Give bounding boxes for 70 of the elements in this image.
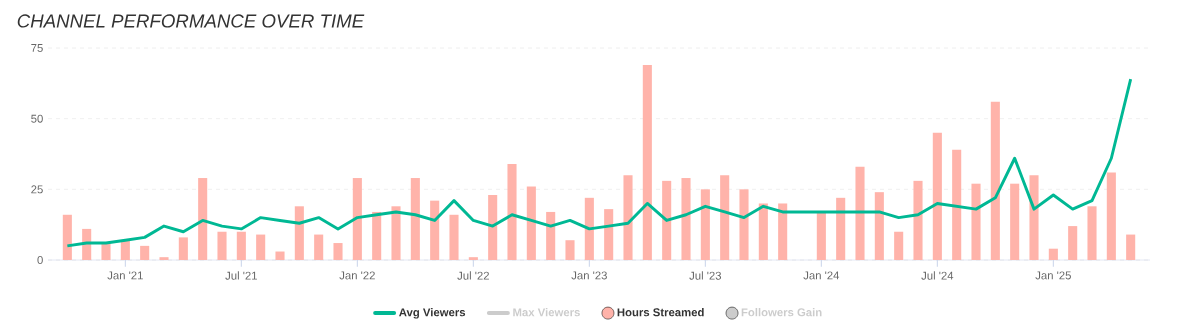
bar [990, 101, 1000, 260]
bar [468, 257, 478, 260]
bar [758, 203, 768, 260]
y-tick-label: 0 [37, 256, 43, 265]
y-tick-label: 50 [31, 114, 43, 123]
x-tick-label: Jan '24 [803, 271, 840, 280]
bar [1126, 234, 1136, 260]
bar [198, 178, 208, 260]
chart-title: CHANNEL PERFORMANCE OVER TIME [17, 14, 365, 28]
bar [372, 211, 382, 260]
bar [642, 64, 652, 260]
bar [952, 149, 962, 260]
bar [604, 209, 614, 260]
bar [739, 189, 749, 260]
bar [352, 178, 362, 260]
bar [488, 194, 498, 260]
x-tick-label: Jan '23 [571, 271, 607, 280]
bar [178, 237, 188, 260]
bar [217, 231, 227, 260]
bar [410, 178, 420, 260]
bar [294, 206, 304, 260]
bar [1010, 183, 1020, 260]
bar [236, 231, 246, 260]
bar [816, 211, 826, 260]
bar [1106, 172, 1116, 260]
bar [1087, 206, 1097, 260]
bar [449, 214, 459, 260]
bar [391, 206, 401, 260]
bar [662, 180, 672, 260]
legend-label: Hours Streamed [617, 307, 704, 317]
bar [1029, 175, 1039, 260]
bar [546, 211, 556, 260]
bar [681, 178, 691, 260]
bar [275, 251, 285, 260]
legend-label: Avg Viewers [399, 307, 466, 319]
bar [932, 132, 942, 260]
bar [430, 200, 440, 260]
bar [333, 243, 343, 260]
x-tick-label: Jan '22 [339, 271, 375, 280]
x-tick-label: Jul '23 [689, 271, 722, 280]
bar [584, 197, 594, 260]
bar [720, 175, 730, 260]
bar [1068, 226, 1078, 260]
x-tick-label: Jul '24 [921, 271, 954, 280]
y-tick-label: 25 [31, 185, 43, 194]
bar [526, 186, 536, 260]
bar [62, 214, 72, 260]
bar [700, 189, 710, 260]
bar [159, 257, 169, 260]
bar [894, 231, 904, 260]
x-tick-label: Jul '22 [457, 271, 489, 280]
bar [778, 203, 788, 260]
bar [1048, 248, 1058, 260]
x-tick-label: Jan '21 [107, 271, 143, 280]
bar [101, 243, 111, 260]
bar [874, 192, 884, 260]
bar [565, 240, 575, 260]
bar [971, 183, 981, 260]
bar [256, 234, 266, 260]
x-tick-label: Jul '21 [225, 271, 257, 280]
bar [913, 180, 923, 260]
bar [120, 240, 130, 260]
bar [623, 175, 633, 260]
bar [855, 166, 865, 260]
bar [507, 163, 517, 260]
bar [314, 234, 324, 260]
bar [140, 245, 150, 260]
bar [836, 197, 846, 260]
y-tick-label: 75 [31, 44, 43, 52]
x-tick-label: Jan '25 [1035, 271, 1071, 280]
